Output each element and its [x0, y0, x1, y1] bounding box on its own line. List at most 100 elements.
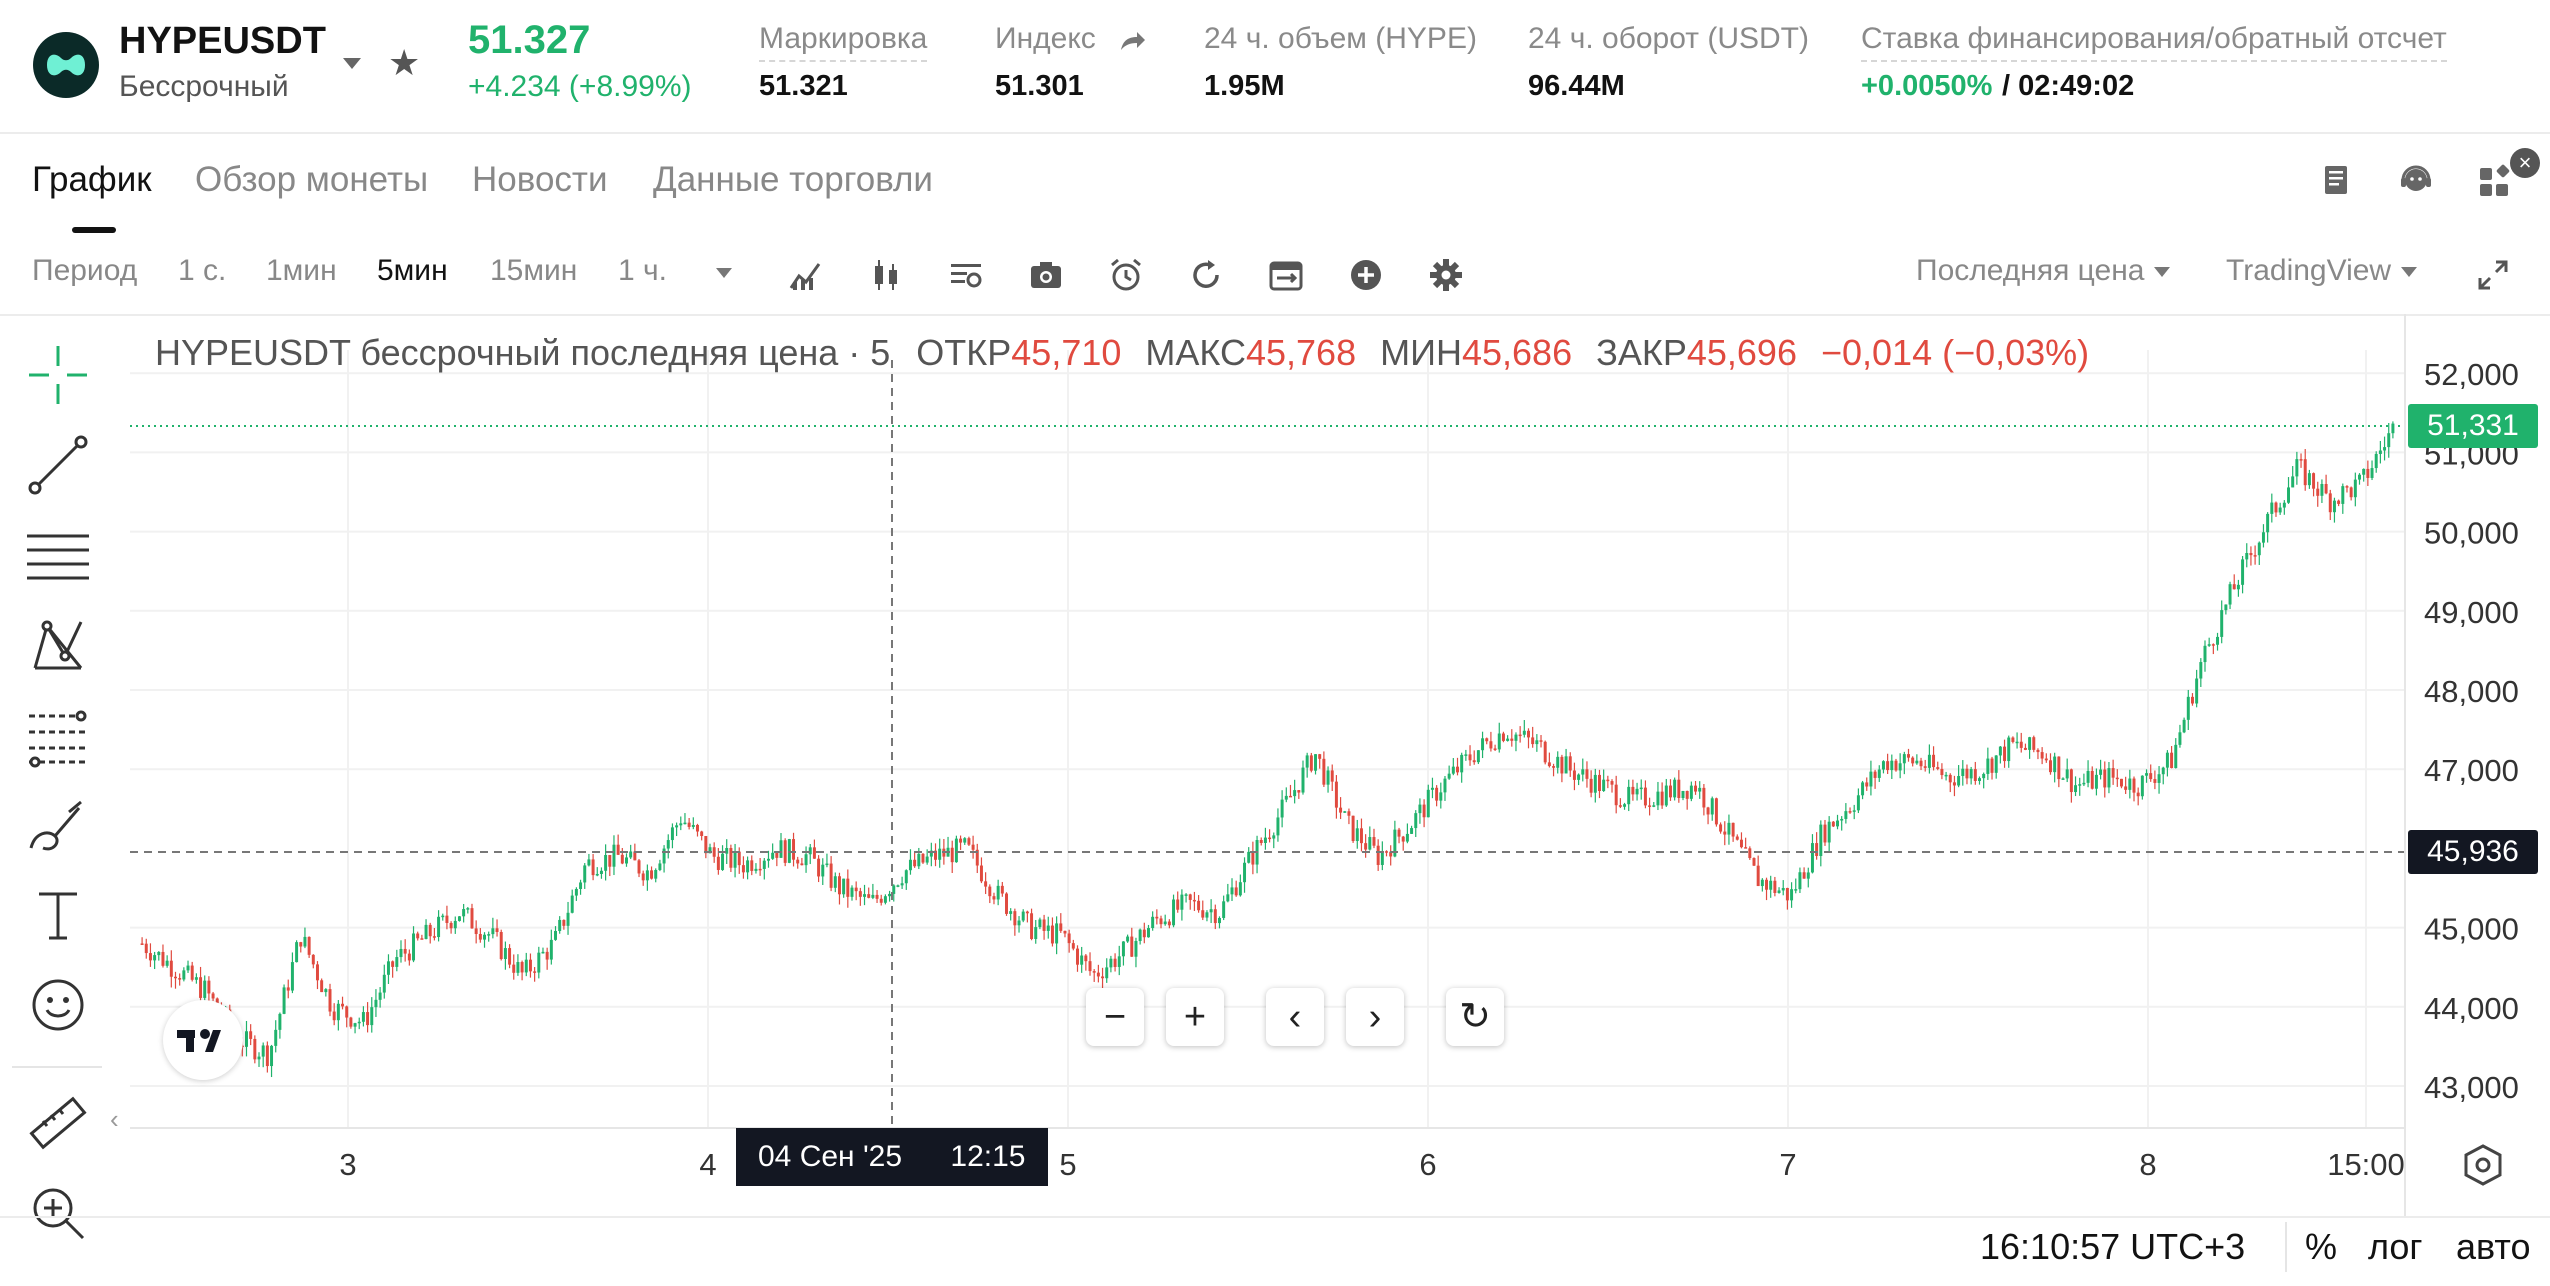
- close-icon[interactable]: ×: [2510, 148, 2540, 178]
- interval-1s[interactable]: 1 с.: [178, 254, 227, 287]
- candle-body: [1861, 782, 1865, 796]
- symbol-dropdown-icon[interactable]: [343, 58, 361, 69]
- auto-toggle[interactable]: авто: [2456, 1226, 2531, 1267]
- candle-body: [1184, 894, 1188, 896]
- interval-dropdown-icon[interactable]: [716, 264, 732, 282]
- index-link-icon[interactable]: [1117, 26, 1147, 56]
- candle-body: [729, 848, 733, 868]
- candle-body: [474, 928, 478, 934]
- mark-price-label[interactable]: Маркировка: [759, 22, 928, 62]
- scroll-left-button[interactable]: ‹: [1266, 988, 1324, 1046]
- text-tool-icon[interactable]: [25, 882, 91, 948]
- camera-icon[interactable]: [1027, 256, 1065, 294]
- zoom-out-button[interactable]: −: [1086, 988, 1144, 1046]
- collapse-toolbar-icon[interactable]: ‹: [110, 1104, 119, 1134]
- candle-body: [1067, 933, 1071, 944]
- chart-footer: [0, 1216, 2550, 1286]
- candle-body: [1648, 805, 1652, 807]
- ruler-tool-icon[interactable]: [25, 1090, 91, 1156]
- tab-chart[interactable]: График: [32, 160, 152, 199]
- settings-icon[interactable]: [1427, 256, 1465, 294]
- parallel-lines-tool-icon[interactable]: [25, 522, 91, 588]
- candle-body: [812, 847, 816, 859]
- candle-body: [996, 885, 1000, 900]
- candle-body: [1727, 822, 1731, 835]
- crosshair-tool-icon[interactable]: [25, 342, 91, 408]
- candle-body: [1034, 927, 1038, 939]
- tradingview-logo-icon[interactable]: [163, 1000, 243, 1080]
- chart-settings-hex-icon[interactable]: [2460, 1142, 2506, 1188]
- x-tick-label: 8: [2139, 1147, 2156, 1182]
- layout-grid-icon[interactable]: [2476, 160, 2516, 200]
- candle-body: [837, 876, 841, 895]
- fibonacci-tool-icon[interactable]: [25, 702, 91, 768]
- brush-tool-icon[interactable]: [25, 792, 91, 858]
- compare-icon[interactable]: [1267, 256, 1305, 294]
- candle-body: [1071, 943, 1075, 949]
- candle-body: [1389, 851, 1393, 857]
- chart-axes: 52,00051,00050,00049,00048,00047,00045,0…: [130, 314, 2519, 1216]
- interval-1h[interactable]: 1 ч.: [618, 254, 667, 287]
- candle-body: [1907, 754, 1910, 758]
- symbol-name[interactable]: HYPEUSDT: [119, 20, 326, 62]
- candle-body: [670, 827, 674, 841]
- emoji-tool-icon[interactable]: [25, 972, 91, 1038]
- candle-body: [1815, 843, 1819, 856]
- index-price-label[interactable]: Индекс: [995, 22, 1096, 55]
- log-toggle[interactable]: лог: [2368, 1226, 2423, 1267]
- candle-body: [1088, 961, 1092, 972]
- indicators-icon[interactable]: [787, 256, 825, 294]
- reset-chart-button[interactable]: ↻: [1446, 988, 1504, 1046]
- candle-body: [2103, 769, 2107, 788]
- funding-rate-label[interactable]: Ставка финансирования/обратный отсчет: [1861, 22, 2447, 62]
- template-icon[interactable]: [947, 256, 985, 294]
- notebook-icon[interactable]: [2316, 160, 2356, 200]
- candle-body: [2207, 644, 2211, 646]
- interval-15m[interactable]: 15мин: [490, 254, 578, 287]
- interval-5m[interactable]: 5мин: [377, 254, 448, 287]
- candle-body: [1076, 948, 1079, 965]
- pattern-tool-icon[interactable]: [25, 612, 91, 678]
- tab-coin-overview[interactable]: Обзор монеты: [195, 160, 429, 199]
- candle-type-icon[interactable]: [867, 256, 905, 294]
- candle-body: [733, 851, 737, 868]
- candle-body: [1714, 798, 1718, 825]
- percent-toggle[interactable]: %: [2305, 1226, 2338, 1267]
- chart-provider-dropdown[interactable]: TradingView: [2226, 254, 2418, 288]
- candle-body: [1527, 730, 1530, 738]
- tab-trading-data[interactable]: Данные торговли: [653, 160, 933, 199]
- candle-body: [1848, 811, 1852, 813]
- candle-body: [1664, 785, 1668, 806]
- candle-body: [1355, 828, 1359, 842]
- candle-body: [975, 849, 979, 866]
- candle-body: [169, 960, 173, 977]
- add-icon[interactable]: [1347, 256, 1385, 294]
- candle-body: [917, 853, 921, 867]
- candle-body: [2216, 636, 2220, 645]
- scroll-right-button[interactable]: ›: [1346, 988, 1404, 1046]
- candle-body: [1222, 901, 1226, 918]
- candle-body: [579, 882, 583, 889]
- refresh-icon[interactable]: [1187, 256, 1225, 294]
- zoom-in-tool-icon[interactable]: [25, 1180, 91, 1246]
- zoom-in-button[interactable]: +: [1166, 988, 1224, 1046]
- interval-1m[interactable]: 1мин: [266, 254, 337, 287]
- candle-body: [858, 891, 862, 897]
- x-tick-label: 7: [1779, 1147, 1796, 1182]
- candle-body: [2078, 784, 2082, 786]
- candle-body: [612, 844, 616, 867]
- candle-body: [1209, 909, 1213, 913]
- price-type-dropdown[interactable]: Последняя цена: [1916, 254, 2171, 288]
- alarm-icon[interactable]: [1107, 256, 1145, 294]
- favorite-star-icon[interactable]: ★: [388, 42, 421, 83]
- candle-body: [1372, 837, 1376, 846]
- tab-news[interactable]: Новости: [472, 160, 608, 199]
- trend-line-tool-icon[interactable]: [25, 432, 91, 498]
- candle-body: [1126, 936, 1130, 942]
- clock-timezone[interactable]: 16:10:57 UTC+3: [1980, 1226, 2246, 1267]
- candle-body: [1121, 941, 1125, 957]
- fullscreen-icon[interactable]: [2474, 256, 2512, 294]
- candle-body: [403, 948, 407, 954]
- support-agent-icon[interactable]: [2396, 160, 2436, 200]
